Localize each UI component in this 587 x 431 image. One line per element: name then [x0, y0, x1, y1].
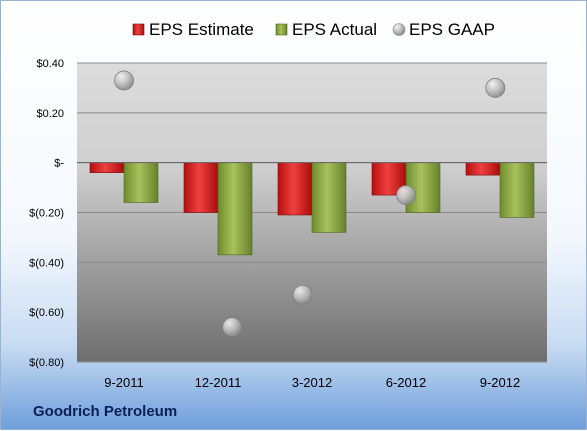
x-tick-label: 9-2012 [480, 375, 520, 390]
gaap-points [114, 70, 506, 338]
y-tick-label: $0.40 [36, 58, 64, 70]
y-tick-label: $(0.20) [29, 208, 64, 220]
company-label: Goodrich Petroleum [33, 403, 178, 420]
bar-eps-estimate [89, 162, 125, 173]
y-tick-label: $(0.80) [29, 357, 64, 369]
bar-eps-actual [311, 162, 347, 233]
point-eps-gaap [222, 317, 243, 338]
bars [89, 162, 535, 256]
bar-eps-estimate [183, 162, 219, 213]
legend-marker-estimate [132, 23, 145, 36]
point-eps-gaap [114, 70, 134, 91]
y-tick-label: $(0.40) [29, 257, 64, 269]
x-tick-label: 3-2012 [292, 375, 332, 390]
y-tick-label: $0.20 [36, 108, 64, 120]
legend-label: EPS Estimate [149, 20, 254, 39]
legend-marker-gaap [392, 23, 406, 36]
legend-label: EPS GAAP [409, 20, 495, 39]
bar-eps-actual [499, 162, 535, 218]
x-tick-label: 9-2011 [104, 375, 144, 390]
legend: EPS Estimate EPS Actual EPS GAAP [132, 20, 495, 39]
point-eps-gaap [396, 185, 416, 205]
y-axis-tick-labels: $0.40 $0.20 $- $(0.20) $(0.40) $(0.60) $(0.80) [29, 58, 64, 369]
legend-label: EPS Actual [292, 20, 377, 39]
point-eps-gaap [485, 78, 506, 98]
x-axis-tick-labels: 9-2011 12-2011 3-2012 6-2012 9-2012 [104, 375, 520, 390]
y-tick-label: $(0.60) [29, 307, 64, 319]
bar-eps-actual [123, 162, 159, 203]
x-tick-label: 6-2012 [386, 375, 426, 390]
bar-eps-actual [217, 162, 253, 256]
y-tick-label: $- [54, 158, 64, 170]
bar-eps-estimate [465, 162, 501, 176]
legend-marker-actual [275, 23, 288, 36]
point-eps-gaap [292, 284, 313, 305]
x-tick-label: 12-2011 [195, 375, 242, 390]
bar-eps-estimate [277, 162, 313, 216]
